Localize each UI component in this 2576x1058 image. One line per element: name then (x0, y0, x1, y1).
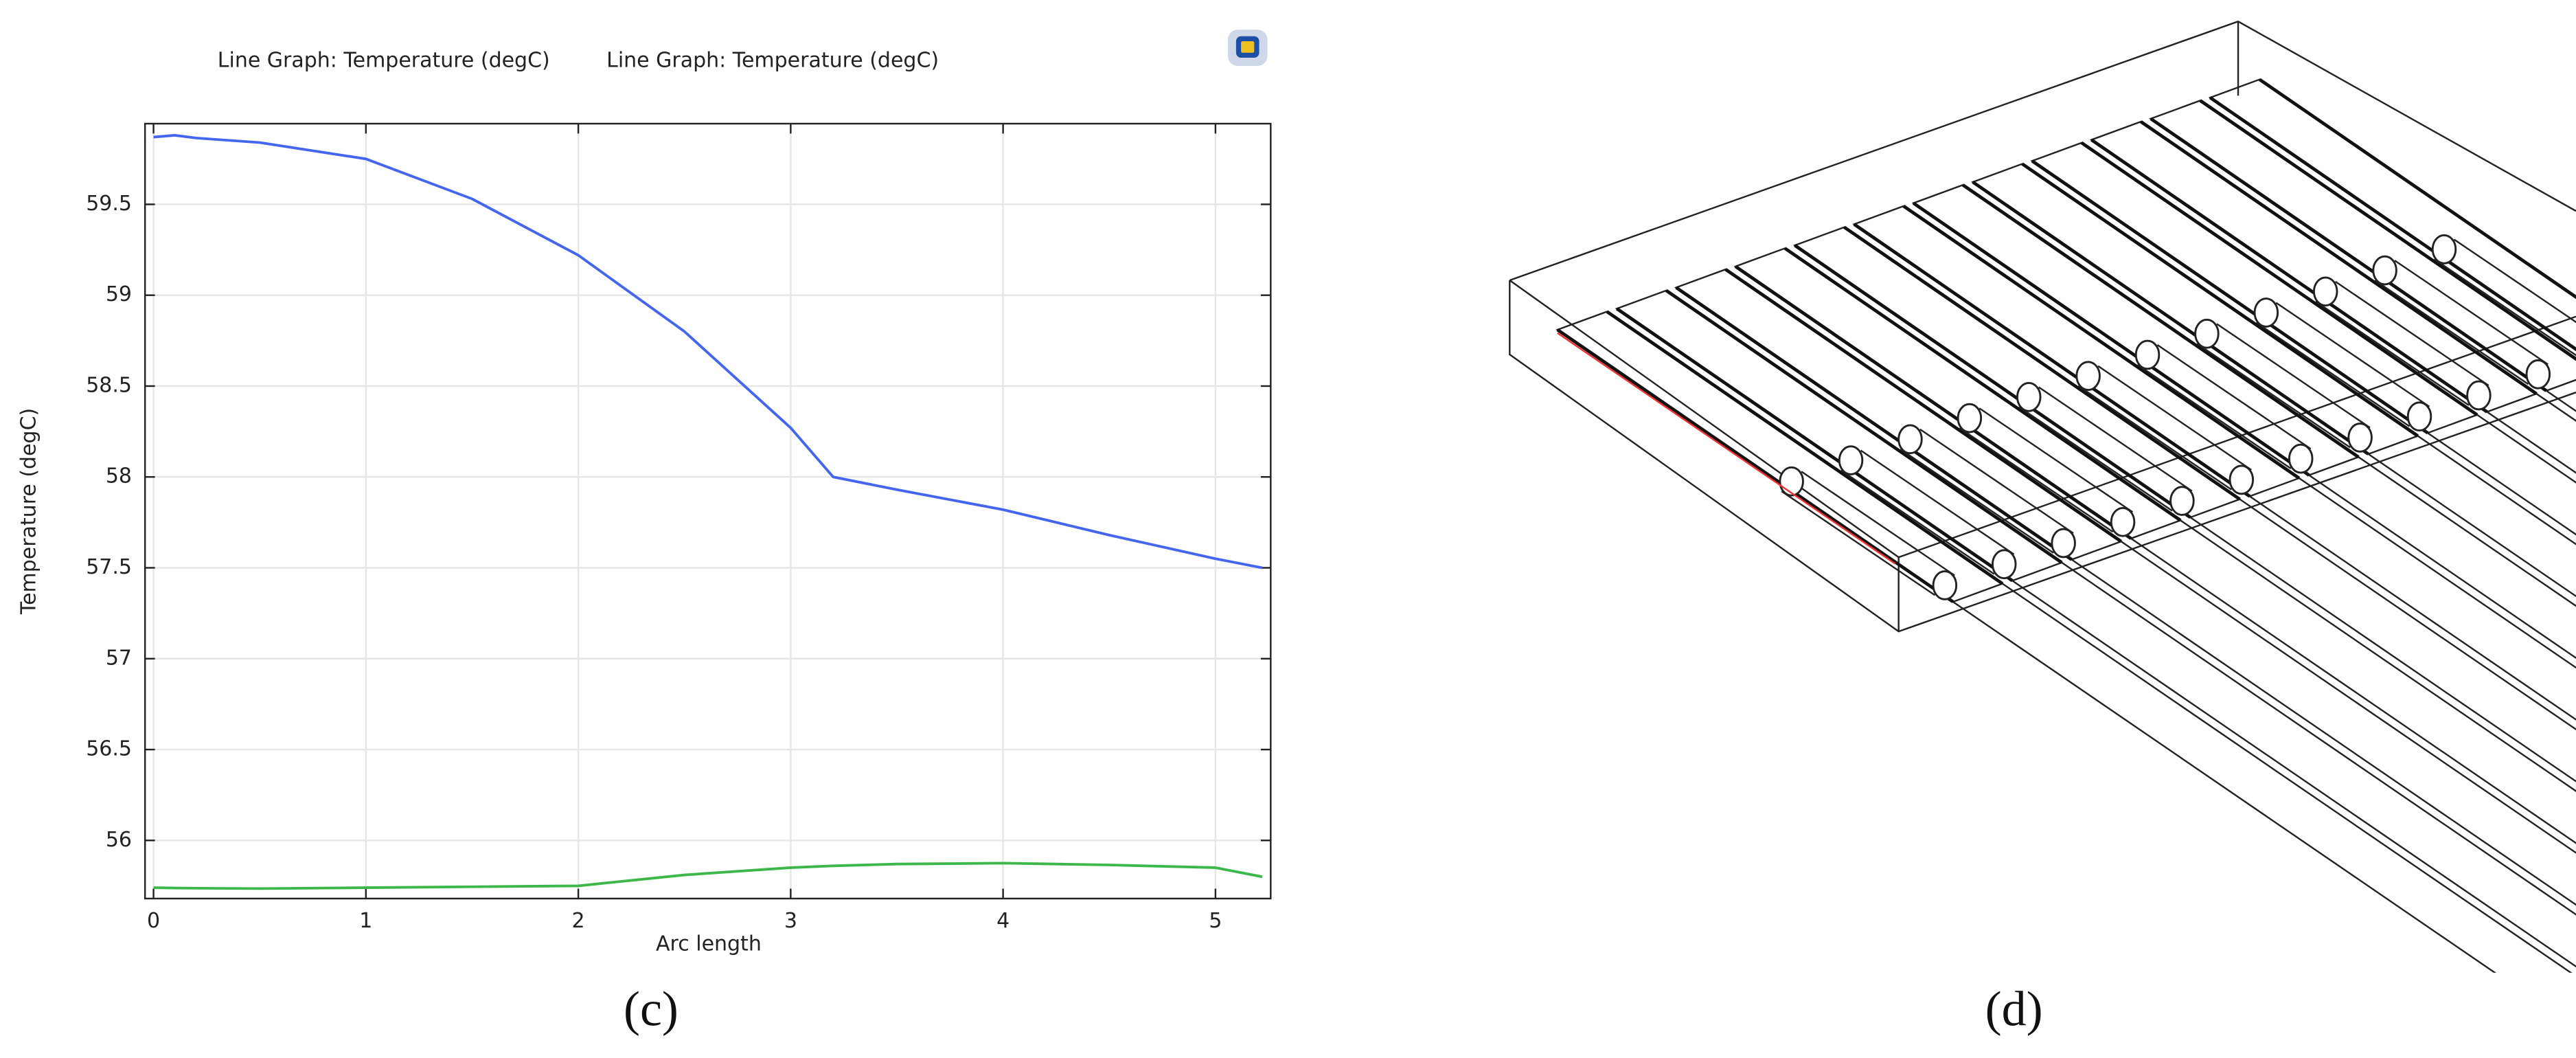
caption: (d) (1985, 981, 2043, 1036)
y-tick-label: 59.5 (86, 192, 132, 216)
chart-title: Line Graph: Temperature (degC) (218, 48, 550, 72)
y-tick-label: 59 (106, 282, 132, 306)
plot-frame (144, 122, 1272, 900)
y-tick-label: 58.5 (86, 373, 132, 397)
y-tick-label: 57 (106, 646, 132, 670)
x-tick-label: 5 (1209, 909, 1222, 933)
app-icon (1227, 30, 1268, 66)
x-tick-label: 4 (996, 909, 1010, 933)
chart-title: Line Graph: Temperature (degC) (606, 48, 939, 72)
x-tick-label: 0 (147, 909, 160, 933)
y-tick-label: 56.5 (86, 737, 132, 761)
y-tick-label: 57.5 (86, 555, 132, 579)
wireframe-diagram (1509, 20, 2576, 1031)
data-line (153, 862, 1263, 890)
y-tick-label: 58 (106, 464, 132, 488)
caption: (c) (624, 981, 679, 1036)
x-axis-label: Arc length (656, 932, 762, 956)
plot-area: 0 1 2 3 4 5 56 56.5 57 57.5 58 58.5 59 59.5 (86, 123, 1271, 933)
x-tick-label: 2 (572, 909, 585, 933)
y-axis-label: Temperature (degC) (17, 408, 41, 615)
y-tick-label: 56 (106, 828, 132, 852)
x-tick-label: 3 (784, 909, 797, 933)
data-line (153, 133, 1263, 570)
x-tick-label: 1 (359, 909, 372, 933)
